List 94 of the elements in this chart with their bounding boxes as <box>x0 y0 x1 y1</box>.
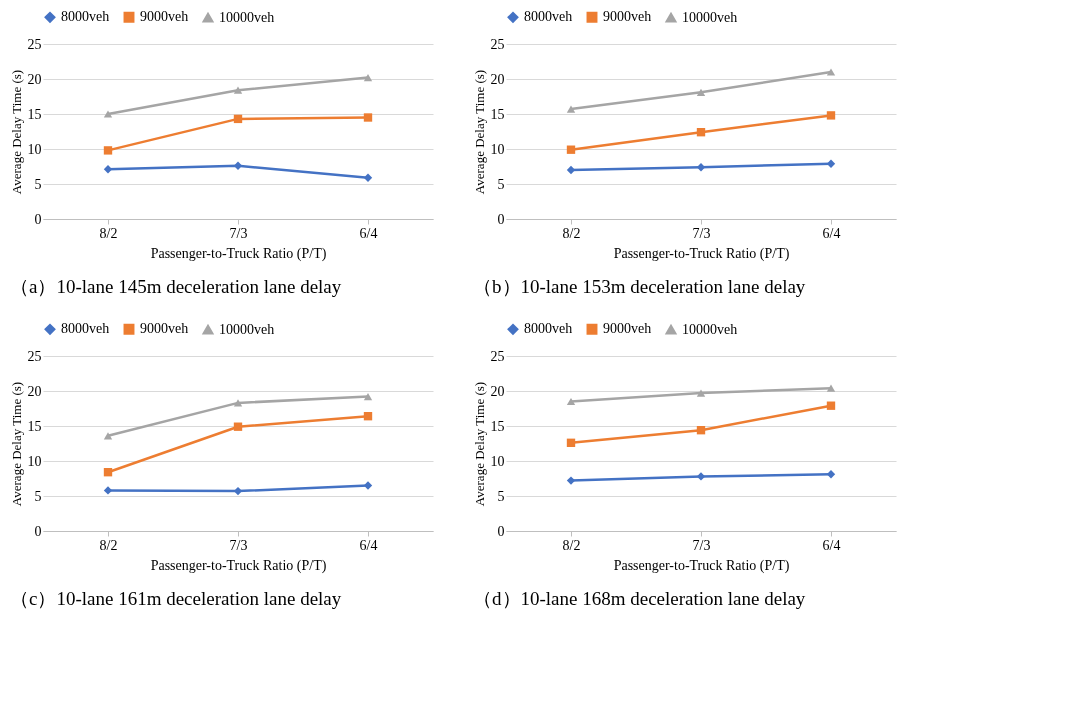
point <box>103 146 113 155</box>
y-tick-label: 15 <box>490 106 505 122</box>
legend-label: 10000veh <box>682 321 738 337</box>
legend-label: 10000veh <box>682 9 738 25</box>
x-tick-label: 7/3 <box>229 537 248 553</box>
point <box>363 392 373 401</box>
text: （b）10-lane 153m deceleration lane delay <box>473 276 806 297</box>
x-tick-label: 6/4 <box>359 537 378 553</box>
x-tick-label: 6/4 <box>822 537 841 553</box>
y-tick-label: 10 <box>490 453 505 469</box>
y-tick-label: 25 <box>27 348 42 364</box>
point <box>826 159 836 168</box>
legend-label: 9000veh <box>140 9 189 25</box>
text: （d）10-lane 168m deceleration lane delay <box>473 588 806 609</box>
y-tick-label: 15 <box>490 418 505 434</box>
point <box>696 472 706 481</box>
legend-label: 8000veh <box>61 321 110 337</box>
y-tick-label: 25 <box>27 36 42 52</box>
point <box>826 470 836 479</box>
point <box>696 163 706 172</box>
x-axis-title: Passenger-to-Truck Ratio (P/T) <box>150 557 327 574</box>
y-tick-label: 0 <box>34 211 42 227</box>
y-tick-label: 20 <box>490 383 505 399</box>
point <box>826 68 836 76</box>
x-axis-title: Passenger-to-Truck Ratio (P/T) <box>613 557 790 574</box>
legend-label: 9000veh <box>140 321 189 337</box>
legend-label: 10000veh <box>219 9 275 25</box>
point <box>826 401 836 410</box>
point <box>566 105 576 113</box>
point <box>103 468 113 477</box>
x-tick-label: 8/2 <box>562 537 581 553</box>
point <box>103 110 113 118</box>
point <box>696 426 706 435</box>
point <box>696 88 706 96</box>
y-tick-label: 10 <box>27 141 42 157</box>
x-tick-label: 7/3 <box>692 225 711 241</box>
x-tick-label: 8/2 <box>99 225 118 241</box>
legend-label: 8000veh <box>61 9 110 25</box>
point <box>233 161 243 170</box>
point <box>233 86 243 94</box>
legend-label: 10000veh <box>219 321 275 337</box>
y-tick-label: 20 <box>27 383 42 399</box>
y-tick-label: 5 <box>497 176 505 192</box>
legend-label: 8000veh <box>524 321 573 337</box>
x-tick-label: 8/2 <box>99 537 118 553</box>
x-axis-title: Passenger-to-Truck Ratio (P/T) <box>150 245 327 262</box>
y-tick-label: 5 <box>497 488 505 504</box>
text: （a）10-lane 145m deceleration lane delay <box>10 276 342 297</box>
y-tick-label: 15 <box>27 418 42 434</box>
point <box>826 111 836 120</box>
point <box>103 165 113 174</box>
legend-label: 9000veh <box>603 9 652 25</box>
point <box>566 397 576 406</box>
y-tick-label: 25 <box>490 36 505 52</box>
y-tick-label: 10 <box>27 453 42 469</box>
y-tick-label: 25 <box>490 348 505 364</box>
x-tick-label: 6/4 <box>359 225 378 241</box>
y-tick-label: 10 <box>490 141 505 157</box>
y-tick-label: 20 <box>27 71 42 87</box>
y-tick-label: 5 <box>34 488 42 504</box>
y-tick-label: 0 <box>34 523 42 539</box>
point <box>826 384 836 392</box>
y-tick-label: 5 <box>34 176 42 192</box>
point <box>363 113 373 122</box>
point <box>233 114 243 124</box>
y-tick-label: 15 <box>27 106 42 122</box>
point <box>363 173 373 182</box>
point <box>566 438 576 447</box>
y-tick-label: 0 <box>497 211 505 227</box>
y-tick-label: 20 <box>490 71 505 87</box>
point <box>363 412 373 421</box>
y-tick-label: 0 <box>497 523 505 539</box>
legend-label: 8000veh <box>524 9 573 25</box>
text: （c）10-lane 161m deceleration lane delay <box>10 588 342 609</box>
point <box>566 145 576 154</box>
y-axis-title: Average Delay Time (s) <box>471 381 487 507</box>
x-tick-label: 7/3 <box>229 225 248 241</box>
point <box>363 73 373 82</box>
point <box>696 389 706 397</box>
x-tick-label: 7/3 <box>692 537 711 553</box>
point <box>696 128 706 137</box>
point <box>103 432 113 440</box>
point <box>233 422 243 431</box>
point <box>566 476 576 485</box>
legend-label: 9000veh <box>603 321 652 337</box>
x-tick-label: 6/4 <box>822 225 841 241</box>
y-axis-title: Average Delay Time (s) <box>8 381 24 507</box>
x-tick-label: 8/2 <box>562 225 581 241</box>
point <box>363 481 373 490</box>
point <box>103 486 113 495</box>
y-axis-title: Average Delay Time (s) <box>471 69 487 195</box>
point <box>233 399 243 407</box>
x-axis-title: Passenger-to-Truck Ratio (P/T) <box>613 245 790 262</box>
y-axis-title: Average Delay Time (s) <box>8 69 24 195</box>
